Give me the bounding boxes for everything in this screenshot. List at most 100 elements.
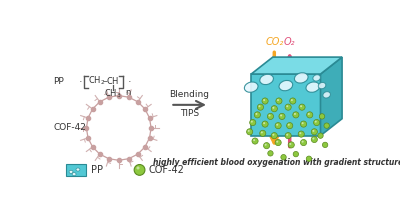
Circle shape	[277, 99, 279, 101]
Circle shape	[258, 105, 260, 107]
Text: $\mathregular{CH}$: $\mathregular{CH}$	[106, 75, 119, 86]
Text: PP: PP	[91, 165, 103, 175]
Circle shape	[293, 151, 298, 157]
Circle shape	[281, 155, 286, 160]
Circle shape	[286, 105, 288, 107]
Circle shape	[315, 121, 317, 123]
Circle shape	[257, 104, 264, 110]
Circle shape	[267, 113, 274, 119]
Text: ·: ·	[78, 77, 82, 87]
Circle shape	[290, 98, 296, 104]
Circle shape	[272, 107, 274, 109]
Circle shape	[287, 123, 293, 129]
Circle shape	[275, 140, 281, 146]
Circle shape	[260, 130, 266, 136]
Circle shape	[253, 139, 255, 141]
Circle shape	[276, 141, 278, 143]
Ellipse shape	[260, 74, 274, 85]
Circle shape	[268, 114, 270, 116]
Text: COF-42: COF-42	[148, 165, 184, 175]
Polygon shape	[251, 74, 320, 136]
Text: n: n	[125, 88, 130, 97]
Text: $\mathregular{CH_3}$: $\mathregular{CH_3}$	[104, 88, 121, 100]
Circle shape	[276, 98, 282, 104]
Ellipse shape	[323, 92, 330, 98]
Polygon shape	[320, 57, 342, 136]
FancyBboxPatch shape	[66, 164, 86, 176]
Circle shape	[262, 121, 268, 127]
Circle shape	[261, 131, 263, 133]
Text: O₂: O₂	[284, 37, 296, 47]
Circle shape	[256, 113, 258, 115]
Circle shape	[293, 112, 299, 118]
Circle shape	[322, 142, 328, 148]
Circle shape	[275, 123, 281, 129]
Circle shape	[314, 119, 320, 126]
Circle shape	[272, 134, 274, 136]
Ellipse shape	[306, 82, 320, 92]
Circle shape	[280, 114, 282, 116]
Ellipse shape	[244, 82, 258, 92]
Text: CO₂: CO₂	[265, 37, 284, 47]
Ellipse shape	[318, 82, 326, 89]
Circle shape	[311, 129, 318, 135]
Circle shape	[271, 106, 277, 112]
Ellipse shape	[72, 173, 76, 176]
Circle shape	[300, 140, 307, 146]
Text: TIPS: TIPS	[180, 109, 199, 118]
Circle shape	[302, 141, 304, 143]
Circle shape	[308, 113, 310, 115]
Circle shape	[312, 138, 314, 140]
Circle shape	[300, 121, 307, 127]
Circle shape	[264, 143, 270, 149]
Circle shape	[254, 112, 260, 118]
Circle shape	[246, 129, 253, 135]
Text: Blending: Blending	[170, 90, 210, 99]
Circle shape	[265, 144, 267, 146]
Circle shape	[311, 136, 318, 143]
Circle shape	[252, 138, 258, 144]
Circle shape	[288, 142, 294, 148]
Circle shape	[285, 104, 291, 110]
Circle shape	[294, 113, 296, 115]
Circle shape	[302, 122, 304, 124]
Circle shape	[306, 156, 312, 161]
Circle shape	[251, 121, 253, 123]
Circle shape	[263, 99, 265, 101]
Text: $\mathregular{CH_2}$: $\mathregular{CH_2}$	[88, 75, 105, 87]
Circle shape	[289, 143, 291, 145]
Circle shape	[307, 112, 313, 118]
Ellipse shape	[69, 170, 73, 173]
Circle shape	[300, 105, 302, 107]
Circle shape	[263, 122, 265, 124]
Text: COF-42: COF-42	[53, 123, 86, 132]
Ellipse shape	[313, 75, 320, 81]
Circle shape	[262, 98, 268, 104]
Circle shape	[318, 133, 323, 138]
Text: PP: PP	[53, 77, 64, 86]
Ellipse shape	[294, 73, 308, 83]
Circle shape	[248, 130, 250, 132]
Circle shape	[271, 133, 277, 139]
Text: ·: ·	[128, 77, 131, 87]
Circle shape	[268, 151, 273, 156]
Circle shape	[286, 134, 288, 136]
Circle shape	[285, 133, 291, 139]
Circle shape	[134, 165, 145, 175]
Circle shape	[136, 166, 140, 170]
Circle shape	[298, 131, 304, 137]
Circle shape	[276, 124, 278, 126]
Circle shape	[299, 132, 301, 134]
Circle shape	[250, 119, 256, 126]
Circle shape	[312, 130, 314, 132]
Ellipse shape	[279, 80, 293, 91]
Circle shape	[291, 99, 293, 101]
Circle shape	[279, 113, 285, 119]
Circle shape	[324, 123, 329, 128]
Ellipse shape	[76, 168, 80, 171]
Polygon shape	[251, 57, 342, 74]
Text: –: –	[102, 76, 107, 86]
Text: highly efficient blood oxygenation with gradient structure: highly efficient blood oxygenation with …	[153, 158, 400, 167]
Circle shape	[299, 104, 305, 110]
Circle shape	[319, 114, 325, 119]
